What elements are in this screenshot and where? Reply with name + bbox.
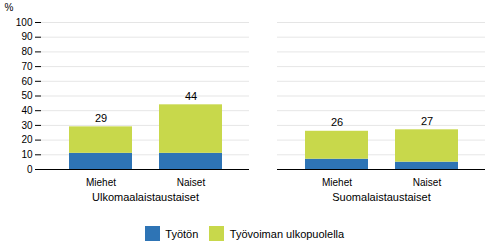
svg-text:80: 80 <box>21 46 33 57</box>
svg-text:90: 90 <box>21 31 33 42</box>
svg-text:Naiset: Naiset <box>413 177 442 188</box>
html-text:Työvoiman ulkopuolella: Työvoiman ulkopuolella <box>229 227 345 240</box>
svg-text:Ulkomaalaistaustaiset: Ulkomaalaistaustaiset <box>92 191 199 203</box>
svg-text:26: 26 <box>331 116 343 128</box>
svg-text:Naiset: Naiset <box>177 177 206 188</box>
svg-text:Miehet: Miehet <box>86 177 116 188</box>
svg-text:Suomalaistaustaiset: Suomalaistaustaiset <box>332 191 430 203</box>
svg-text:70: 70 <box>21 61 33 72</box>
svg-text:40: 40 <box>21 105 33 116</box>
html-text:Työtön: Työtön <box>165 227 199 240</box>
svg-text:0: 0 <box>27 164 33 175</box>
svg-text:20: 20 <box>21 134 33 145</box>
svg-text:29: 29 <box>95 112 107 124</box>
svg-text:100: 100 <box>16 17 33 28</box>
svg-text:30: 30 <box>21 120 33 131</box>
svg-text:60: 60 <box>21 76 33 87</box>
svg-text:50: 50 <box>21 90 33 101</box>
svg-text:%: % <box>5 2 14 13</box>
svg-text:Miehet: Miehet <box>322 177 352 188</box>
svg-text:44: 44 <box>185 90 197 102</box>
svg-text:27: 27 <box>421 115 433 127</box>
svg-text:10: 10 <box>21 149 33 160</box>
